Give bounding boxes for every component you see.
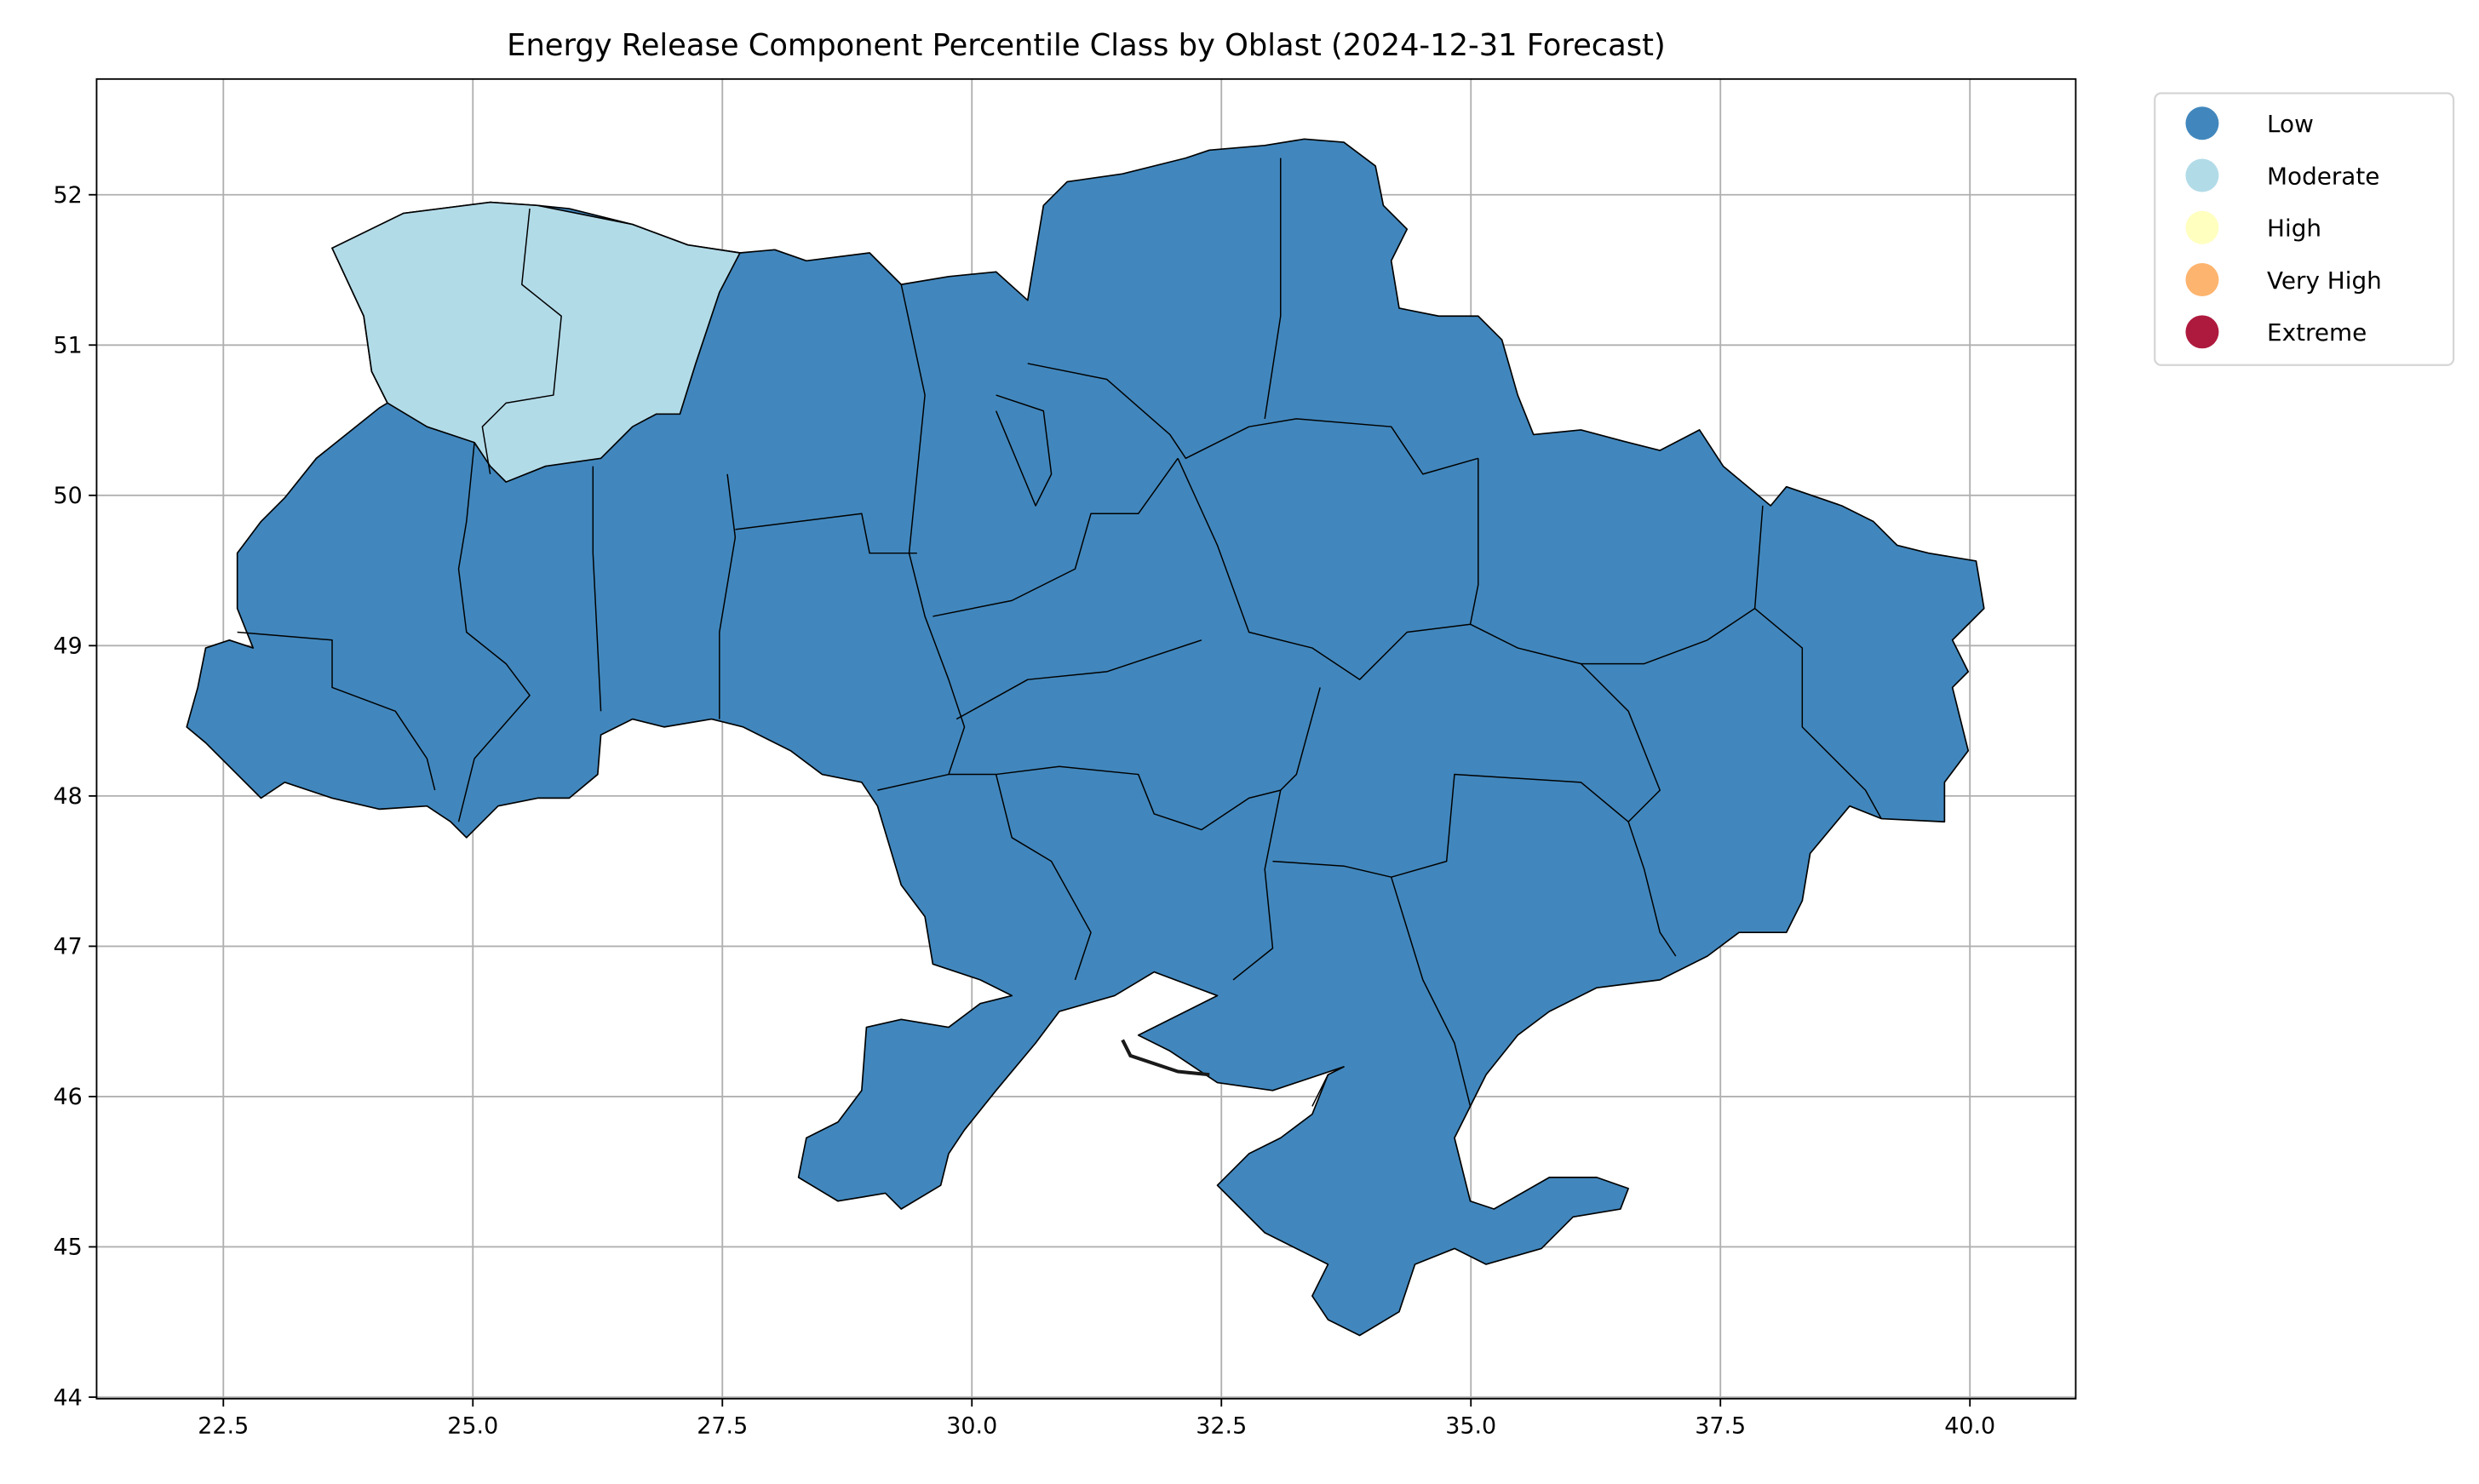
oblast-border [1469, 458, 1479, 625]
legend-label: Low [2267, 110, 2314, 138]
oblast-border [1264, 158, 1282, 420]
legend-marker-very-high [2185, 263, 2219, 297]
oblast-border [932, 457, 1179, 617]
x-tick-label: 27.5 [697, 1413, 748, 1440]
y-tick-label: 44 [53, 1384, 82, 1411]
y-tick-label: 52 [53, 182, 82, 209]
oblast-border [237, 631, 436, 791]
x-axis: 22.5 25.0 27.5 30.0 32.5 35.0 37.5 40.0 [198, 1398, 1995, 1440]
oblast-border [1390, 876, 1472, 1107]
plot-frame [95, 77, 2077, 1400]
oblast-border [1232, 789, 1282, 981]
region-moderate [331, 201, 741, 483]
oblast-border [1177, 457, 1661, 822]
region-low [186, 138, 1985, 1337]
map-layer [186, 138, 1985, 1337]
x-tick-label: 32.5 [1196, 1413, 1247, 1440]
coastal-spit [1121, 1039, 1210, 1077]
oblast-border [1272, 773, 1629, 878]
oblast-border [995, 774, 1092, 981]
legend-marker-high [2185, 210, 2219, 244]
legend-label: High [2267, 215, 2321, 243]
y-tick-label: 49 [53, 633, 82, 660]
x-tick-label: 22.5 [198, 1413, 249, 1440]
y-tick-label: 47 [53, 934, 82, 960]
oblast-border [1754, 608, 1882, 819]
oblast-border [948, 765, 1281, 831]
oblast-border [955, 639, 1202, 720]
oblast-border [995, 394, 1053, 507]
oblast-border [735, 513, 917, 554]
y-tick-label: 48 [53, 783, 82, 810]
oblast-border [1581, 505, 1764, 665]
y-tick-label: 45 [53, 1235, 82, 1261]
x-tick-label: 30.0 [946, 1413, 997, 1440]
legend-marker-extreme [2185, 315, 2219, 349]
y-tick-label: 46 [53, 1084, 82, 1110]
legend-marker-moderate [2185, 158, 2219, 192]
x-tick-label: 35.0 [1445, 1413, 1496, 1440]
legend: Low Moderate High Very High Extreme [2154, 92, 2455, 366]
chart-title: Energy Release Component Percentile Clas… [507, 28, 1666, 63]
y-tick-label: 51 [53, 333, 82, 359]
oblast-border [1627, 822, 1677, 957]
oblast-border [1027, 363, 1478, 475]
legend-label: Very High [2267, 266, 2382, 295]
oblast-border [457, 442, 531, 822]
oblast-border [592, 466, 602, 712]
x-tick-label: 40.0 [1944, 1413, 1995, 1440]
oblast-border [1280, 687, 1321, 791]
x-tick-label: 25.0 [447, 1413, 498, 1440]
legend-label: Moderate [2267, 162, 2379, 190]
x-tick-label: 37.5 [1695, 1413, 1746, 1440]
y-tick-label: 50 [53, 483, 82, 509]
legend-frame [2154, 92, 2455, 366]
oblast-border [719, 473, 737, 719]
legend-marker-low [2185, 106, 2219, 140]
oblast-border [481, 208, 562, 474]
legend-label: Extreme [2267, 318, 2367, 347]
oblast-border [877, 284, 966, 791]
oblast-border [1311, 1074, 1329, 1107]
y-axis: 44 45 46 47 48 49 50 51 52 [53, 182, 97, 1411]
